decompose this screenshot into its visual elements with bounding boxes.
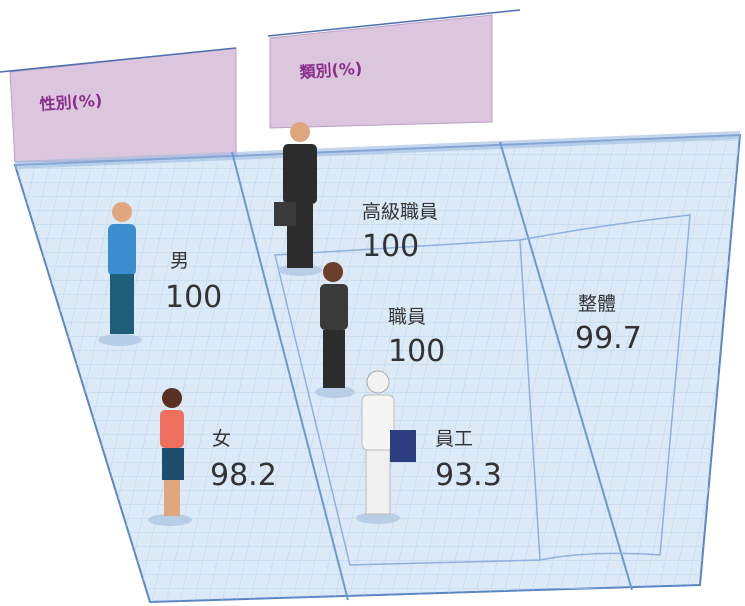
people xyxy=(98,122,416,526)
item-value: 98.2 xyxy=(210,458,277,493)
item-label: 男 xyxy=(170,250,189,272)
item-value: 99.7 xyxy=(575,321,642,356)
item-label: 女 xyxy=(212,428,231,450)
item-label: 整體 xyxy=(578,293,616,315)
woman-icon xyxy=(148,388,192,526)
item-value: 100 xyxy=(388,334,445,369)
executive-icon xyxy=(274,122,322,276)
item-value: 93.3 xyxy=(435,458,502,493)
tabs-bg xyxy=(0,9,521,163)
item-label: 職員 xyxy=(388,306,426,328)
man-icon xyxy=(98,202,142,346)
worker-icon xyxy=(356,370,416,524)
tab-label: 性別(%) xyxy=(39,91,103,114)
item-label: 員工 xyxy=(435,428,473,450)
tab-label: 類別(%) xyxy=(298,59,363,82)
staff-icon xyxy=(315,262,355,398)
item-value: 100 xyxy=(362,229,419,264)
item-value: 100 xyxy=(165,280,222,315)
item-label: 高級職員 xyxy=(362,201,438,223)
